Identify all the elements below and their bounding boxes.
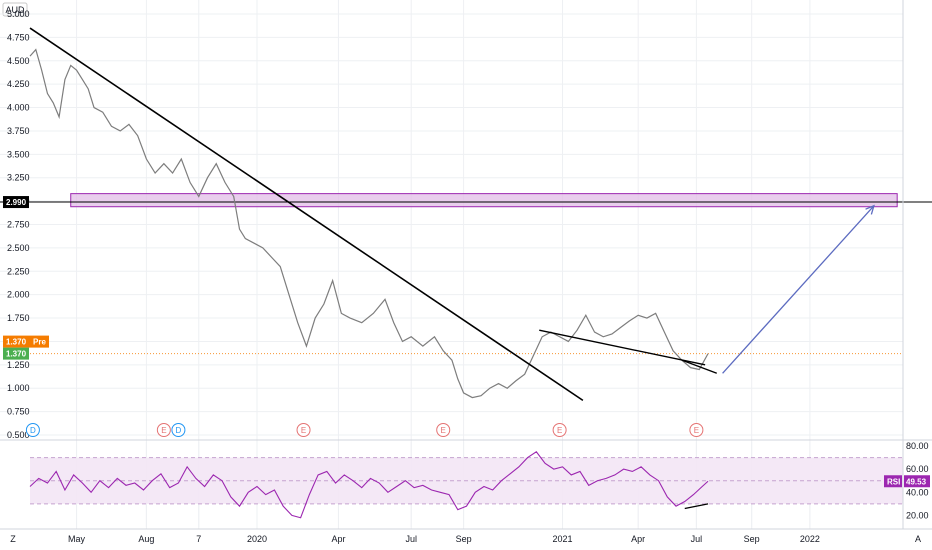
rsi-tick-label: 60.00 <box>906 464 929 474</box>
projection-arrow-head <box>865 204 875 215</box>
time-tick-label: 2021 <box>553 534 573 544</box>
rsi-tick-label: 40.00 <box>906 487 929 497</box>
last-price-tag: 1.370 <box>3 347 29 360</box>
projection-arrow[interactable] <box>722 204 875 374</box>
time-tick-label: Jul <box>691 534 703 544</box>
event-marker[interactable] <box>689 423 704 437</box>
time-tick-label: Apr <box>631 534 645 544</box>
wedge-upper-line[interactable] <box>539 329 706 366</box>
auto-scale-icon[interactable]: A <box>915 534 921 544</box>
rsi-tag-label: RSI <box>887 477 900 486</box>
price-tick-label: 2.500 <box>7 243 30 253</box>
event-marker-label: D <box>30 426 36 435</box>
price-tick-label: 1.750 <box>7 313 30 323</box>
event-marker-label: E <box>694 426 699 435</box>
price-axis[interactable]: 5.000 4.750 4.500 4.250 4.000 3.750 3.500 3.250… <box>7 9 30 440</box>
time-tick-label: Aug <box>138 534 154 544</box>
time-tick-label: Apr <box>331 534 345 544</box>
price-tick-label: 4.750 <box>7 32 30 42</box>
projection-arrow-shaft <box>722 205 875 374</box>
auto-scale-icon-text: A <box>915 534 921 544</box>
event-marker[interactable] <box>436 423 451 437</box>
downtrend-line[interactable] <box>29 27 584 402</box>
time-tick-label: May <box>68 534 86 544</box>
time-tick-label: Sep <box>456 534 472 544</box>
price-tick-label: 4.000 <box>7 103 30 113</box>
rsi-tick-label: 20.00 <box>906 510 929 520</box>
price-tick-label: 3.500 <box>7 149 30 159</box>
price-grid <box>0 0 903 529</box>
resistance-zone[interactable] <box>70 193 898 208</box>
rsi-tag-value: 49.53 <box>906 477 927 486</box>
price-tick-label: 1.000 <box>7 383 30 393</box>
rsi-value-tag: RSI 49.53 <box>884 475 930 488</box>
time-tick-label: 2020 <box>247 534 267 544</box>
price-tick-label: 4.500 <box>7 56 30 66</box>
time-tick-label: Sep <box>744 534 760 544</box>
price-series-line <box>29 48 709 399</box>
price-tick-label: 0.750 <box>7 407 30 417</box>
event-marker-label: E <box>441 426 446 435</box>
pre-tag-label: Pre <box>33 338 46 347</box>
price-tick-label: 3.750 <box>7 126 30 136</box>
price-tick-label: 3.250 <box>7 173 30 183</box>
event-marker-label: E <box>301 426 306 435</box>
timezone-icon[interactable]: Z <box>10 534 16 544</box>
event-marker[interactable] <box>552 423 567 437</box>
event-marker[interactable] <box>25 423 40 437</box>
time-axis[interactable]: May Aug 7 2020 Apr Jul Sep 2021 Apr Jul Sep 2022 <box>68 534 820 544</box>
event-marker-label: E <box>557 426 562 435</box>
pre-price-tag: 1.370 Pre <box>3 335 49 348</box>
rsi-band <box>30 442 903 527</box>
price-tick-label: 5.000 <box>7 9 30 19</box>
event-marker-label: E <box>161 426 166 435</box>
price-tick-label: 1.250 <box>7 360 30 370</box>
price-tick-label: 2.250 <box>7 266 30 276</box>
time-tick-label: 2022 <box>800 534 820 544</box>
time-tick-label: 7 <box>196 534 201 544</box>
pre-tag-value: 1.370 <box>6 338 27 347</box>
rsi-trend-line[interactable] <box>684 503 709 510</box>
currency-label: AUD <box>2 2 28 17</box>
price-tick-label: 4.250 <box>7 79 30 89</box>
last-tag-text: 1.370 <box>6 350 27 359</box>
event-marker[interactable] <box>296 423 311 437</box>
rsi-axis[interactable]: 80.00 60.00 40.00 20.00 <box>906 441 929 520</box>
event-marker-label: D <box>176 426 182 435</box>
resistance-zone-rect[interactable] <box>70 193 898 208</box>
rsi-series-line <box>29 451 709 519</box>
time-tick-label: Jul <box>405 534 417 544</box>
level-tag-text: 2.990 <box>6 198 27 207</box>
event-marker[interactable] <box>171 423 186 437</box>
timezone-icon-text: Z <box>10 534 16 544</box>
price-tick-label: 2.750 <box>7 220 30 230</box>
price-tick-label: 0.500 <box>7 430 30 440</box>
rsi-tick-label: 80.00 <box>906 441 929 451</box>
wedge-lower-line[interactable] <box>681 359 718 374</box>
level-price-tag: 2.990 <box>3 196 29 209</box>
event-marker[interactable] <box>156 423 171 437</box>
currency-text: AUD <box>5 5 25 15</box>
price-tick-label: 2.000 <box>7 290 30 300</box>
